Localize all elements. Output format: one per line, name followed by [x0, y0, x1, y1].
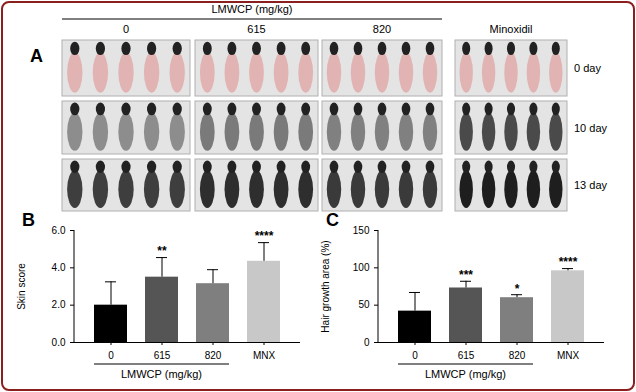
svg-text:MNX: MNX — [557, 350, 580, 361]
svg-text:820: 820 — [205, 350, 222, 361]
svg-text:*: * — [515, 282, 520, 296]
svg-text:4.0: 4.0 — [52, 262, 66, 273]
svg-text:MNX: MNX — [253, 350, 276, 361]
svg-text:0.0: 0.0 — [52, 337, 66, 348]
svg-text:2.0: 2.0 — [52, 299, 66, 310]
svg-text:10 day: 10 day — [574, 122, 608, 134]
svg-text:0: 0 — [108, 350, 114, 361]
svg-text:****: **** — [255, 229, 274, 243]
svg-text:100: 100 — [353, 262, 370, 273]
svg-text:0: 0 — [412, 350, 418, 361]
svg-text:***: *** — [459, 268, 473, 282]
svg-text:LMWCP (mg/kg): LMWCP (mg/kg) — [211, 3, 292, 15]
svg-text:LMWCP (mg/kg): LMWCP (mg/kg) — [121, 368, 202, 380]
svg-text:Minoxidil: Minoxidil — [490, 23, 533, 35]
svg-text:0: 0 — [364, 337, 370, 348]
html-text:C: C — [326, 210, 339, 230]
svg-text:A: A — [30, 46, 43, 66]
svg-text:0: 0 — [123, 23, 129, 35]
html-text:B: B — [22, 210, 35, 230]
svg-text:LMWCP (mg/kg): LMWCP (mg/kg) — [425, 368, 506, 380]
svg-text:Hair growth area (%): Hair growth area (%) — [320, 240, 331, 332]
svg-text:****: **** — [559, 255, 578, 269]
svg-text:6.0: 6.0 — [52, 225, 66, 236]
svg-text:13 day: 13 day — [574, 179, 608, 191]
svg-text:615: 615 — [458, 350, 475, 361]
svg-text:820: 820 — [373, 23, 391, 35]
svg-text:150: 150 — [353, 225, 370, 236]
svg-text:615: 615 — [247, 23, 265, 35]
svg-text:Skin score: Skin score — [16, 263, 27, 310]
svg-text:615: 615 — [154, 350, 171, 361]
svg-text:0 day: 0 day — [574, 62, 601, 74]
svg-text:820: 820 — [509, 350, 526, 361]
svg-text:**: ** — [157, 244, 167, 258]
svg-text:50: 50 — [358, 299, 370, 310]
